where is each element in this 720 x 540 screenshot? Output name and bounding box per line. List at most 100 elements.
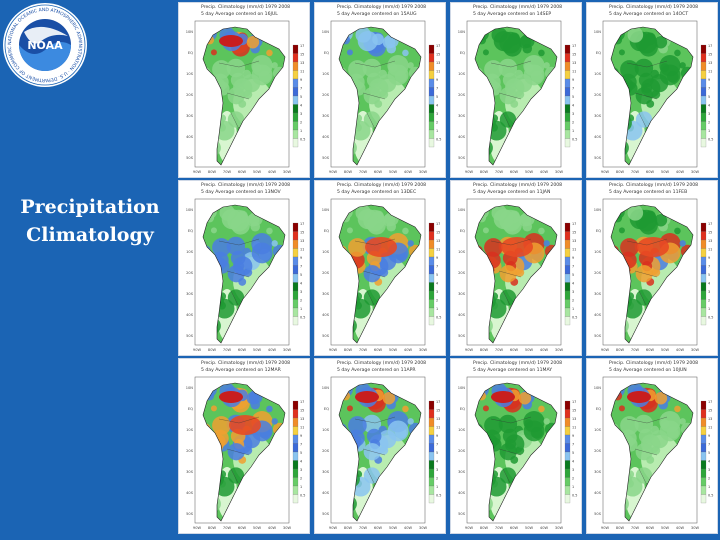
legend-swatch [292, 256, 299, 266]
lat-tick-label: 20S [186, 271, 194, 275]
lon-tick-label: 90W [329, 170, 338, 174]
lon-tick-label: 50W [389, 170, 398, 174]
legend-level-label: 1 [708, 307, 710, 311]
legend-swatch [292, 282, 299, 292]
legend-swatch [564, 256, 571, 266]
lat-tick-label: 30S [186, 470, 194, 474]
lat-tick-label: 10N [458, 386, 466, 390]
legend-swatch [428, 282, 435, 292]
lon-tick-label: 60W [510, 348, 519, 352]
legend-swatch [292, 61, 299, 71]
legend-swatch [700, 434, 707, 444]
lat-tick-label: 20S [594, 271, 602, 275]
legend-swatch [564, 451, 571, 461]
legend-swatch [428, 44, 435, 54]
lon-tick-label: 30W [283, 526, 292, 530]
lat-tick-label: 10N [594, 386, 602, 390]
lon-tick-label: 40W [540, 526, 549, 530]
lon-tick-label: 90W [193, 526, 202, 530]
legend-swatch [292, 417, 299, 427]
legend-level-label: 5 [572, 273, 574, 277]
legend-swatch [700, 87, 707, 97]
legend-level-label: 3 [572, 468, 574, 472]
legend-level-label: 0.5 [436, 494, 441, 498]
lat-tick-label: EQ [460, 407, 465, 411]
climatology-panel: 10N EQ 10S 20S 30S 40S 50S 90W 80W 70W 60W 50W 40W 30… [178, 2, 310, 178]
legend-swatch [564, 87, 571, 97]
lon-tick-label: 50W [525, 170, 534, 174]
legend-level-label: 4 [436, 460, 438, 464]
legend-swatch [428, 61, 435, 71]
legend-swatch [292, 53, 299, 63]
panel-subheader: 5 day Average centered on 11MAY [473, 368, 553, 373]
panel-subheader: 5 day Average centered on 11APR [337, 368, 416, 373]
legend-swatch [564, 265, 571, 275]
legend-level-label: 4 [708, 460, 710, 464]
lat-tick-label: 20S [186, 449, 194, 453]
legend-swatch [700, 44, 707, 54]
legend-swatch [700, 112, 707, 122]
legend-level-label: 13 [708, 417, 712, 421]
legend-swatch [292, 70, 299, 80]
legend-swatch [292, 121, 299, 131]
legend-swatch [700, 104, 707, 114]
legend-swatch [700, 417, 707, 427]
legend-level-label: 15 [436, 53, 440, 57]
legend-level-label: 5 [708, 95, 710, 99]
lat-tick-label: 10N [594, 208, 602, 212]
legend-swatch [700, 121, 707, 131]
legend-swatch [292, 112, 299, 122]
lat-tick-label: 10N [186, 386, 194, 390]
legend-level-label: 1 [436, 485, 438, 489]
legend-swatch [428, 494, 435, 504]
legend-swatch [428, 477, 435, 487]
lon-tick-label: 80W [480, 348, 489, 352]
lat-tick-label: 30S [594, 292, 602, 296]
legend-level-label: 2 [572, 299, 574, 303]
legend-level-label: 4 [708, 104, 710, 108]
legend-swatch [292, 44, 299, 54]
lat-tick-label: 40S [594, 491, 602, 495]
legend-swatch [700, 256, 707, 266]
legend-level-label: 5 [436, 95, 438, 99]
legend-swatch [428, 95, 435, 105]
legend-level-label: 17 [300, 44, 304, 48]
legend-swatch [700, 451, 707, 461]
lon-tick-label: 50W [253, 170, 262, 174]
lon-tick-label: 50W [525, 526, 534, 530]
lat-tick-label: 10S [594, 250, 602, 254]
legend-swatch [292, 138, 299, 148]
legend-level-label: 7 [436, 265, 438, 269]
legend-level-label: 11 [436, 248, 440, 252]
legend-swatch [428, 451, 435, 461]
legend-swatch [428, 400, 435, 410]
lat-tick-label: 30S [322, 292, 330, 296]
legend-level-label: 17 [708, 400, 712, 404]
lon-tick-label: 60W [374, 348, 383, 352]
legend-swatch [700, 400, 707, 410]
legend-level-label: 9 [708, 256, 710, 260]
legend-level-label: 15 [572, 53, 576, 57]
lat-tick-label: 20S [458, 271, 466, 275]
legend-level-label: 4 [572, 104, 574, 108]
legend-swatch [564, 78, 571, 88]
legend-level-label: 5 [436, 451, 438, 455]
legend-level-label: 15 [708, 409, 712, 413]
legend-level-label: 3 [572, 112, 574, 116]
legend-swatch [428, 460, 435, 470]
legend-swatch [428, 248, 435, 258]
lat-tick-label: 40S [458, 313, 466, 317]
legend-level-label: 0.5 [572, 138, 577, 142]
lat-tick-label: 30S [458, 470, 466, 474]
legend-level-label: 0.5 [300, 494, 305, 498]
lon-tick-label: 50W [661, 170, 670, 174]
legend-level-label: 1 [436, 129, 438, 133]
legend-swatch [564, 417, 571, 427]
lat-tick-label: 20S [458, 449, 466, 453]
lat-tick-label: 10S [186, 428, 194, 432]
lat-tick-label: 10N [186, 208, 194, 212]
lon-tick-label: 40W [268, 526, 277, 530]
legend-swatch [428, 485, 435, 495]
